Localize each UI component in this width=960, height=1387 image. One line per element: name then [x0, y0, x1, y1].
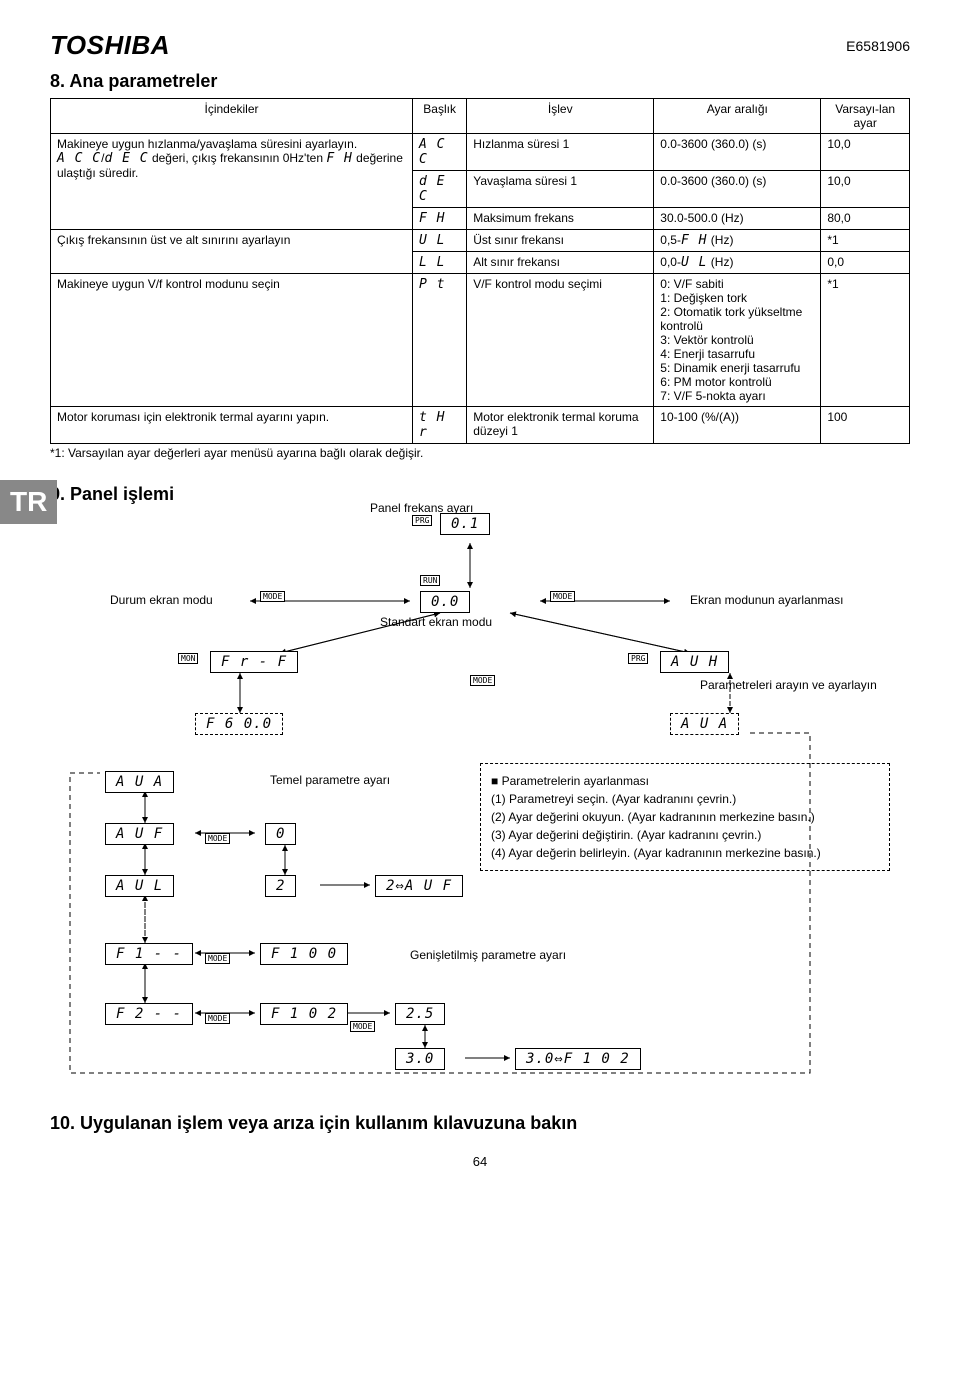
row2-code-ll: L L: [413, 252, 467, 274]
language-badge: TR: [0, 480, 57, 524]
col-contents: İçindekiler: [51, 99, 413, 134]
row3-fn: V/F kontrol modu seçimi: [467, 274, 654, 407]
display-f1: F 1 - -: [105, 943, 193, 965]
col-range: Ayar aralığı: [654, 99, 821, 134]
label-status-mode: Durum ekran modu: [110, 593, 213, 607]
mode-button-icon: MODE: [205, 1013, 230, 1024]
col-function: İşlev: [467, 99, 654, 134]
row1-range-fh: 30.0-500.0 (Hz): [654, 208, 821, 230]
row4-fn: Motor elektronik termal koruma düzeyi 1: [467, 407, 654, 444]
row4-range: 10-100 (%/(A)): [654, 407, 821, 444]
label-screen-adjust: Ekran modunun ayarlanması: [690, 593, 843, 607]
display-2auf: 2⇔A U F: [375, 875, 463, 897]
section-10-title: 10. Uygulanan işlem veya arıza için kull…: [50, 1113, 910, 1134]
display-0: 0: [265, 823, 296, 845]
row1-def-dec: 10,0: [821, 171, 910, 208]
label-param-search: Parametreleri arayın ve ayarlayın: [700, 678, 877, 692]
table-row: Motor koruması için elektronik termal ay…: [51, 407, 910, 444]
section-9-title: 9. Panel işlemi: [50, 484, 910, 505]
display-f102: F 1 0 2: [260, 1003, 348, 1025]
display-30: 3.0: [395, 1048, 445, 1070]
row4-desc: Motor koruması için elektronik termal ay…: [51, 407, 413, 444]
instructions-box: ■ Parametrelerin ayarlanması (1) Paramet…: [480, 763, 890, 871]
section-8-title: 8. Ana parametreler: [50, 71, 910, 92]
display-aua: A U A: [670, 713, 739, 735]
row2-range-ul: 0,5-F H (Hz): [654, 230, 821, 252]
mode-button-icon: MODE: [260, 591, 285, 602]
col-default: Varsayı-lan ayar: [821, 99, 910, 134]
row1-fn-fh: Maksimum frekans: [467, 208, 654, 230]
row4-def: 100: [821, 407, 910, 444]
row1-desc: Makineye uygun hızlanma/yavaşlama süresi…: [51, 134, 413, 230]
row2-def-ul: *1: [821, 230, 910, 252]
row3-def: *1: [821, 274, 910, 407]
row2-fn-ll: Alt sınır frekansı: [467, 252, 654, 274]
display-f2: F 2 - -: [105, 1003, 193, 1025]
panel-diagram: Panel frekans ayarı PRG 0.1 RUN 0.0 Stan…: [50, 513, 910, 1083]
mon-button-icon: MON: [178, 653, 198, 664]
row1-range-dec: 0.0-3600 (360.0) (s): [654, 171, 821, 208]
col-title: Başlık: [413, 99, 467, 134]
display-auh: A U H: [660, 651, 729, 673]
display-frf: F r - F: [210, 651, 298, 673]
instr-line-1: (1) Parametreyi seçin. (Ayar kadranını ç…: [491, 790, 879, 808]
prg-button-icon: PRG: [628, 653, 648, 664]
row2-range-ll: 0,0-U L (Hz): [654, 252, 821, 274]
row1-code-acc: A C C: [413, 134, 467, 171]
row3-code: P t: [413, 274, 467, 407]
display-auf: A U F: [105, 823, 174, 845]
prg-button-icon: PRG: [412, 515, 432, 526]
display-aua: A U A: [105, 771, 174, 793]
label-basic-param: Temel parametre ayarı: [270, 773, 390, 787]
row3-desc: Makineye uygun V/f kontrol modunu seçin: [51, 274, 413, 407]
row2-fn-ul: Üst sınır frekansı: [467, 230, 654, 252]
row2-def-ll: 0,0: [821, 252, 910, 274]
display-30f102: 3.0⇔F 1 0 2: [515, 1048, 641, 1070]
display-01: 0.1: [440, 513, 490, 535]
row1-fn-dec: Yavaşlama süresi 1: [467, 171, 654, 208]
row3-range: 0: V/F sabiti 1: Değişken tork 2: Otomat…: [654, 274, 821, 407]
table-row: Çıkış frekansının üst ve alt sınırını ay…: [51, 230, 910, 252]
run-button-icon: RUN: [420, 575, 440, 586]
display-00: 0.0: [420, 591, 470, 613]
display-25: 2.5: [395, 1003, 445, 1025]
mode-button-icon: MODE: [550, 591, 575, 602]
display-2: 2: [265, 875, 296, 897]
table-header-row: İçindekiler Başlık İşlev Ayar aralığı Va…: [51, 99, 910, 134]
instr-title: ■ Parametrelerin ayarlanması: [491, 772, 879, 790]
label-ext-param: Genişletilmiş parametre ayarı: [410, 948, 566, 962]
mode-button-icon: MODE: [205, 953, 230, 964]
document-id: E6581906: [846, 38, 910, 54]
mode-button-icon: MODE: [470, 675, 495, 686]
row2-desc: Çıkış frekansının üst ve alt sınırını ay…: [51, 230, 413, 274]
row1-def-acc: 10,0: [821, 134, 910, 171]
instr-line-2: (2) Ayar değerini okuyun. (Ayar kadranın…: [491, 808, 879, 826]
label-standard-mode: Standart ekran modu: [380, 615, 492, 629]
brand-logo: TOSHIBA: [50, 30, 170, 61]
page-number: 64: [50, 1154, 910, 1169]
parameters-table: İçindekiler Başlık İşlev Ayar aralığı Va…: [50, 98, 910, 444]
display-aul: A U L: [105, 875, 174, 897]
instr-line-3: (3) Ayar değerini değiştirin. (Ayar kadr…: [491, 826, 879, 844]
mode-button-icon: MODE: [350, 1021, 375, 1032]
table-row: Makineye uygun V/f kontrol modunu seçin …: [51, 274, 910, 407]
row1-code-fh: F H: [413, 208, 467, 230]
row1-code-dec: d E C: [413, 171, 467, 208]
row1-def-fh: 80,0: [821, 208, 910, 230]
table-row: Makineye uygun hızlanma/yavaşlama süresi…: [51, 134, 910, 171]
display-f100: F 1 0 0: [260, 943, 348, 965]
instr-line-4: (4) Ayar değerin belirleyin. (Ayar kadra…: [491, 844, 879, 862]
row2-code-ul: U L: [413, 230, 467, 252]
row4-code: t H r: [413, 407, 467, 444]
row1-range-acc: 0.0-3600 (360.0) (s): [654, 134, 821, 171]
display-f600: F 6 0.0: [195, 713, 283, 735]
row1-fn-acc: Hızlanma süresi 1: [467, 134, 654, 171]
mode-button-icon: MODE: [205, 833, 230, 844]
section8-footnote: *1: Varsayılan ayar değerleri ayar menüs…: [50, 446, 910, 460]
